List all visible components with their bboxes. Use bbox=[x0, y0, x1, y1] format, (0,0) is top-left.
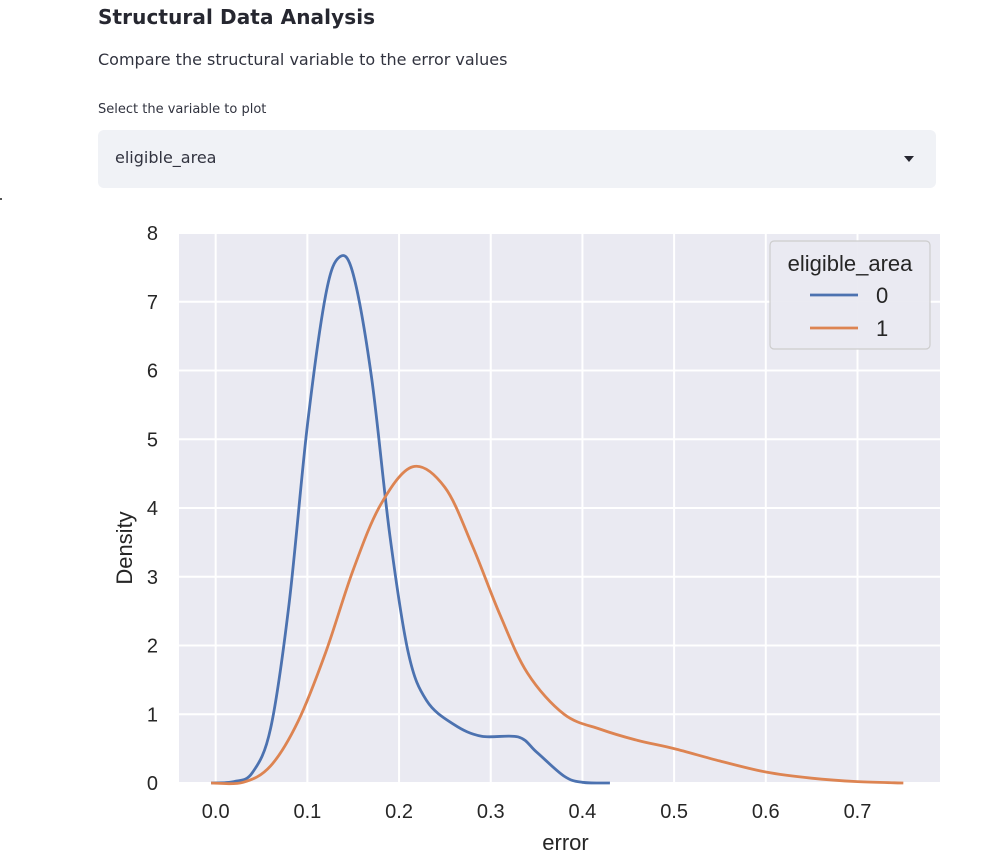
y-tick-label: 6 bbox=[147, 361, 158, 383]
page-title: Structural Data Analysis bbox=[98, 5, 376, 29]
x-tick-label: 0.7 bbox=[844, 801, 872, 823]
x-tick-label: 0.6 bbox=[752, 801, 780, 823]
x-tick-label: 0.1 bbox=[293, 801, 321, 823]
y-tick-label: 2 bbox=[147, 636, 158, 658]
select-value: eligible_area bbox=[115, 148, 217, 167]
legend-label-1: 1 bbox=[876, 316, 888, 341]
variable-select[interactable]: eligible_area bbox=[98, 130, 936, 188]
y-tick-label: 5 bbox=[147, 429, 158, 451]
chevron-down-icon[interactable] bbox=[904, 156, 914, 162]
y-tick-label: 3 bbox=[147, 567, 158, 589]
stray-dot bbox=[0, 198, 2, 200]
y-tick-label: 1 bbox=[147, 704, 158, 726]
x-tick-label: 0.0 bbox=[202, 801, 230, 823]
x-tick-label: 0.2 bbox=[385, 801, 413, 823]
density-chart: 0.0 0.1 0.2 0.3 0.4 0.5 0.6 0.7 0 1 2 3 4 5 6 7 8 error De… bbox=[112, 223, 940, 855]
x-tick-label: 0.4 bbox=[569, 801, 597, 823]
select-label: Select the variable to plot bbox=[98, 102, 267, 117]
page-subtitle: Compare the structural variable to the e… bbox=[98, 50, 508, 69]
legend-label-0: 0 bbox=[876, 283, 888, 308]
legend-title: eligible_area bbox=[788, 251, 914, 276]
y-tick-label: 7 bbox=[147, 292, 158, 314]
density-line-1 bbox=[211, 464, 904, 786]
y-tick-label: 4 bbox=[147, 498, 158, 520]
y-axis-label: Density bbox=[112, 511, 137, 584]
y-tick-label: 8 bbox=[147, 223, 158, 245]
density-line-0 bbox=[211, 254, 610, 785]
y-tick-label: 0 bbox=[147, 773, 158, 795]
x-tick-label: 0.5 bbox=[660, 801, 688, 823]
x-axis-label: error bbox=[542, 830, 588, 855]
x-tick-label: 0.3 bbox=[477, 801, 505, 823]
